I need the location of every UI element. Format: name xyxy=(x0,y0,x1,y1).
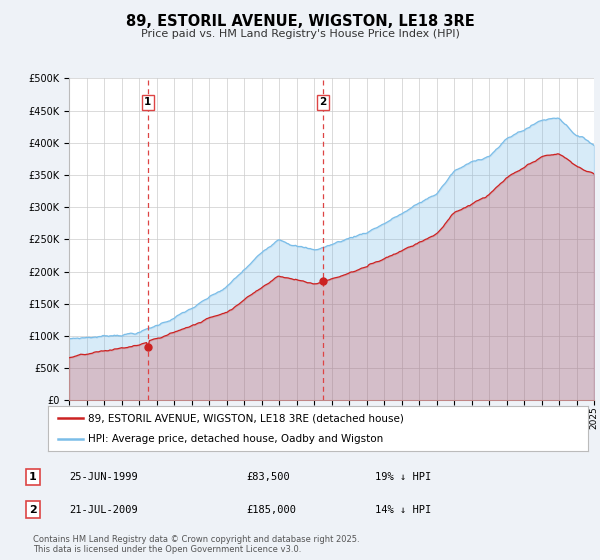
Text: HPI: Average price, detached house, Oadby and Wigston: HPI: Average price, detached house, Oadb… xyxy=(89,433,384,444)
Text: 1: 1 xyxy=(29,472,37,482)
Text: £185,000: £185,000 xyxy=(246,505,296,515)
Text: £83,500: £83,500 xyxy=(246,472,290,482)
Text: 25-JUN-1999: 25-JUN-1999 xyxy=(69,472,138,482)
Text: 89, ESTORIL AVENUE, WIGSTON, LE18 3RE (detached house): 89, ESTORIL AVENUE, WIGSTON, LE18 3RE (d… xyxy=(89,413,404,423)
Text: 21-JUL-2009: 21-JUL-2009 xyxy=(69,505,138,515)
Text: Price paid vs. HM Land Registry's House Price Index (HPI): Price paid vs. HM Land Registry's House … xyxy=(140,29,460,39)
Text: Contains HM Land Registry data © Crown copyright and database right 2025.
This d: Contains HM Land Registry data © Crown c… xyxy=(33,535,359,554)
Text: 19% ↓ HPI: 19% ↓ HPI xyxy=(375,472,431,482)
Text: 2: 2 xyxy=(319,97,326,107)
Text: 2: 2 xyxy=(29,505,37,515)
Text: 14% ↓ HPI: 14% ↓ HPI xyxy=(375,505,431,515)
Text: 89, ESTORIL AVENUE, WIGSTON, LE18 3RE: 89, ESTORIL AVENUE, WIGSTON, LE18 3RE xyxy=(125,14,475,29)
Text: 1: 1 xyxy=(144,97,151,107)
